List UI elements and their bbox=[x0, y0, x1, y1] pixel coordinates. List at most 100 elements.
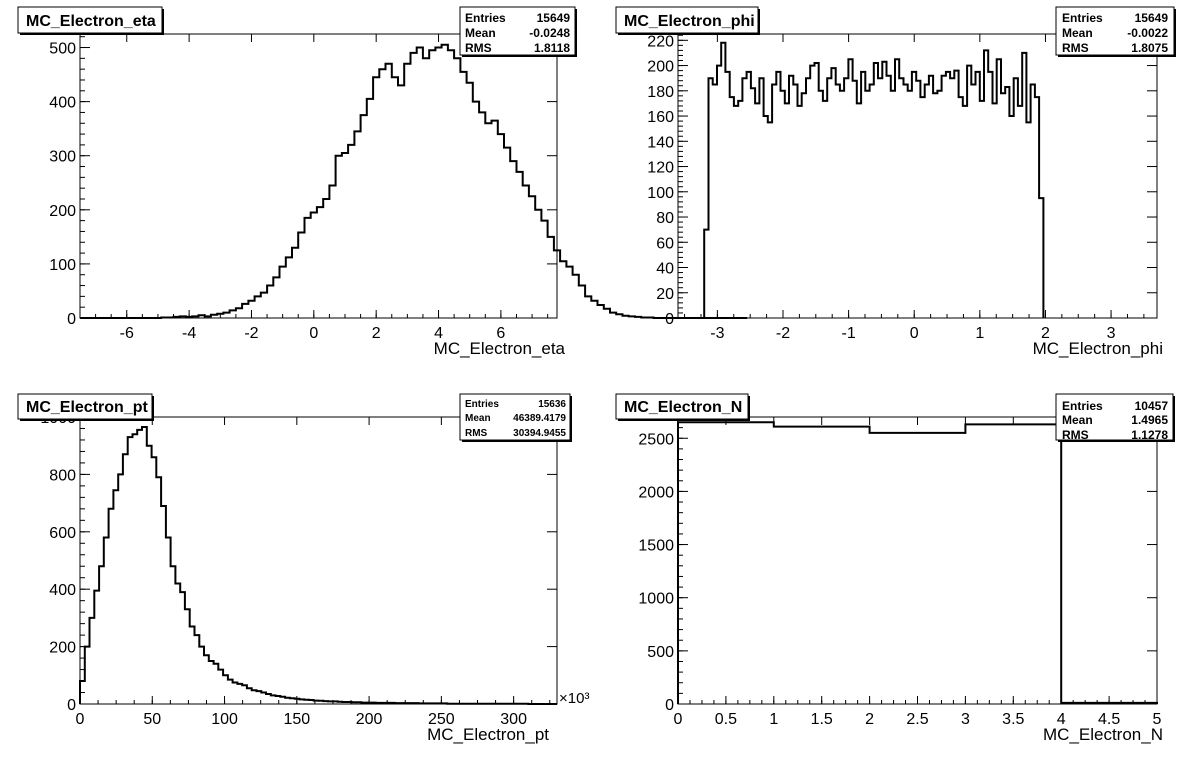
chart-title: MC_Electron_N bbox=[624, 399, 742, 416]
stats-rms-label: RMS bbox=[465, 41, 492, 55]
y-tick-label: 400 bbox=[49, 95, 76, 112]
x-tick-label: 0 bbox=[76, 711, 85, 728]
stats-mean-label: Mean bbox=[465, 413, 491, 424]
stats-mean-value: -0.0022 bbox=[1127, 26, 1168, 40]
y-tick-label: 0 bbox=[67, 697, 76, 714]
x-tick-label: -3 bbox=[710, 325, 724, 342]
stats-mean-value: 1.4965 bbox=[1131, 413, 1168, 427]
pad-eta: -6 -4 -2 0 2 4 60100200300400500MC_Electron_et… bbox=[17, 6, 748, 358]
x-tick-label: 6 bbox=[496, 325, 505, 342]
stats-mean-label: Mean bbox=[465, 26, 496, 40]
chart-title: MC_Electron_pt bbox=[26, 399, 148, 416]
y-tick-label: 800 bbox=[49, 467, 76, 484]
y-tick-label: 100 bbox=[647, 185, 674, 202]
x-tick-label: 0 bbox=[674, 711, 683, 728]
x-tick-label: 150 bbox=[283, 711, 310, 728]
x-tick-label: -6 bbox=[120, 325, 134, 342]
plot-frame bbox=[79, 33, 558, 319]
y-tick-label: 400 bbox=[49, 582, 76, 599]
x-tick-label: 4 bbox=[434, 325, 443, 342]
stats-box bbox=[1055, 6, 1175, 56]
x-axis-title: MC_Electron_eta bbox=[434, 339, 566, 358]
stats-entries-label: Entries bbox=[465, 11, 506, 25]
stats-entries-value: 10457 bbox=[1135, 399, 1169, 413]
stats-box bbox=[459, 6, 576, 56]
x-tick-label: 2 bbox=[1041, 325, 1050, 342]
title-box bbox=[615, 393, 749, 420]
x-tick-label: 1.5 bbox=[811, 711, 833, 728]
stats-entries-label: Entries bbox=[1062, 11, 1103, 25]
y-tick-label: 40 bbox=[656, 261, 674, 278]
x-tick-label: 0.5 bbox=[715, 711, 737, 728]
x-tick-label: 2.5 bbox=[906, 711, 928, 728]
stats-entries-label: Entries bbox=[465, 399, 499, 410]
stats-mean-value: 46389.4179 bbox=[513, 413, 566, 424]
y-tick-label: 160 bbox=[647, 109, 674, 126]
x-tick-label: 5 bbox=[1153, 711, 1162, 728]
stats-mean-label: Mean bbox=[1062, 26, 1093, 40]
x-tick-label: 4 bbox=[1057, 711, 1066, 728]
y-tick-label: 120 bbox=[647, 160, 674, 177]
stats-mean-value: -0.0248 bbox=[529, 26, 570, 40]
y-tick-label: 80 bbox=[656, 210, 674, 227]
chart-title: MC_Electron_phi bbox=[624, 13, 755, 30]
y-tick-label: 600 bbox=[49, 525, 76, 542]
pad-phi: -3 -2 -1 0 1 2 3 0 20 40 60 80 100 120 140 160 180 200 220… bbox=[615, 6, 1176, 358]
x-tick-label: 4.5 bbox=[1098, 711, 1120, 728]
histogram-series bbox=[79, 426, 557, 705]
x-axis-title: MC_Electron_pt bbox=[427, 725, 549, 744]
y-tick-label: 500 bbox=[49, 41, 76, 58]
plot-frame bbox=[79, 416, 558, 705]
stats-rms-value: 1.8075 bbox=[1131, 41, 1168, 55]
y-tick-label: 2500 bbox=[638, 431, 674, 448]
stats-entries-label: Entries bbox=[1062, 399, 1103, 413]
plot-frame bbox=[677, 416, 1158, 705]
x-tick-label: -2 bbox=[244, 325, 258, 342]
y-tick-label: 0 bbox=[67, 311, 76, 328]
y-tick-label: 180 bbox=[647, 84, 674, 101]
stats-rms-value: 1.1278 bbox=[1131, 428, 1168, 442]
plot-frame bbox=[677, 33, 1158, 319]
x-tick-label: 3 bbox=[1107, 325, 1116, 342]
title-box bbox=[17, 6, 163, 34]
x-axis-title: MC_Electron_phi bbox=[1033, 339, 1163, 358]
x-tick-label: 3 bbox=[961, 711, 970, 728]
x-tick-label: -2 bbox=[776, 325, 790, 342]
x-tick-label: 300 bbox=[500, 711, 527, 728]
x-tick-label: 100 bbox=[211, 711, 238, 728]
stats-rms-label: RMS bbox=[1062, 428, 1089, 442]
stats-rms-label: RMS bbox=[465, 428, 488, 439]
x-tick-label: 0 bbox=[910, 325, 919, 342]
stats-entries-value: 15649 bbox=[537, 11, 571, 25]
x-tick-label: 0 bbox=[309, 325, 318, 342]
stats-entries-value: 15636 bbox=[538, 399, 566, 410]
y-tick-label: 200 bbox=[49, 203, 76, 220]
title-box bbox=[615, 6, 759, 34]
x-tick-label: 1 bbox=[975, 325, 984, 342]
y-tick-label: 2000 bbox=[638, 484, 674, 501]
y-tick-label: 200 bbox=[647, 59, 674, 76]
y-tick-label: 200 bbox=[49, 640, 76, 657]
x-tick-label: 3.5 bbox=[1002, 711, 1024, 728]
y-tick-label: 1000 bbox=[638, 591, 674, 608]
y-tick-label: 220 bbox=[647, 33, 674, 50]
x-tick-label: 200 bbox=[356, 711, 383, 728]
stats-mean-label: Mean bbox=[1062, 413, 1093, 427]
histogram-series bbox=[703, 41, 1045, 318]
x-tick-label: 50 bbox=[143, 711, 161, 728]
x-axis-multiplier: ×10³ bbox=[559, 690, 589, 707]
x-tick-label: -1 bbox=[841, 325, 855, 342]
chart-title: MC_Electron_eta bbox=[26, 13, 156, 30]
stats-rms-label: RMS bbox=[1062, 41, 1089, 55]
title-box bbox=[17, 393, 153, 420]
stats-box bbox=[459, 393, 571, 441]
y-tick-label: 100 bbox=[49, 257, 76, 274]
x-axis-title: MC_Electron_N bbox=[1043, 725, 1163, 744]
x-tick-label: -4 bbox=[182, 325, 196, 342]
pad-n: 0 0.5 1 1.5 2 2.5 3 3.5 4 4.5 5 0 500 1000 1500 2000 250… bbox=[615, 393, 1175, 744]
stats-box bbox=[1055, 393, 1174, 441]
stats-rms-value: 1.8118 bbox=[534, 41, 570, 55]
y-tick-label: 500 bbox=[647, 644, 674, 661]
y-tick-label: 0 bbox=[665, 311, 674, 328]
x-tick-label: 1 bbox=[769, 711, 778, 728]
